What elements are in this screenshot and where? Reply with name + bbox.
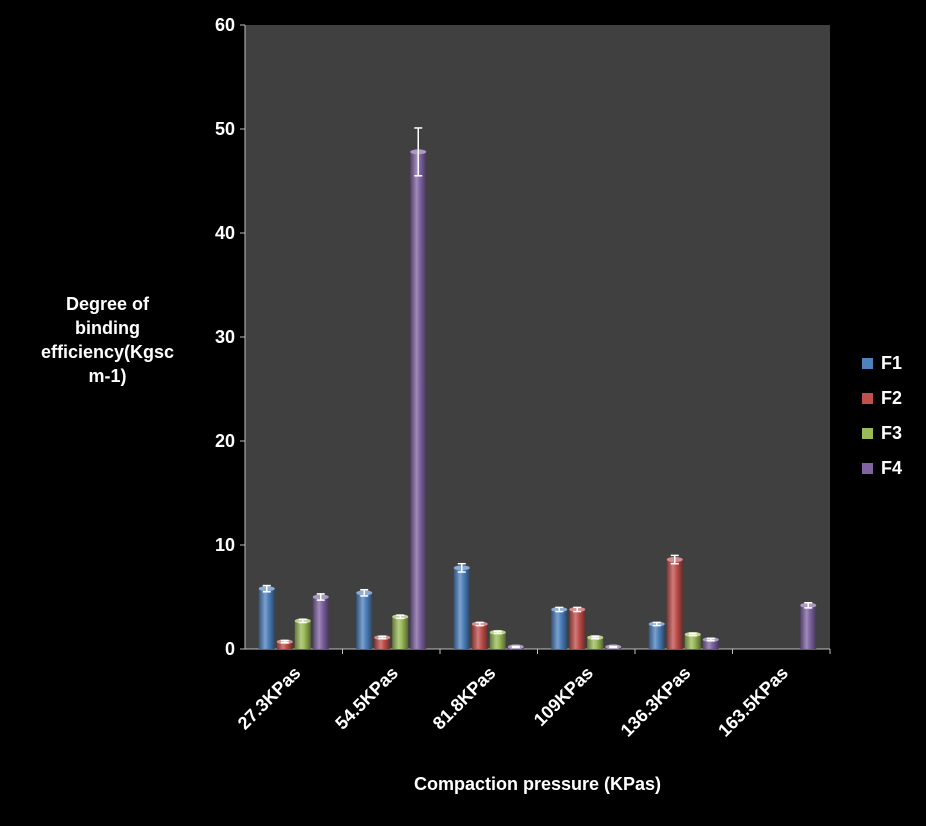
legend-label-f1: F1 (881, 353, 903, 373)
plot-area (245, 25, 830, 649)
y-axis-label-line: Degree of (65, 294, 150, 314)
legend-label-f3: F3 (881, 423, 903, 443)
legend-swatch-f3 (862, 428, 873, 439)
x-tick-label: 109KPas (530, 663, 597, 730)
y-axis-label-line: m-1) (88, 366, 127, 386)
y-tick-label: 20 (215, 431, 235, 451)
bar-f2 (569, 609, 586, 649)
y-tick-label: 50 (215, 119, 235, 139)
legend: F1 F2 F3 F4 (862, 346, 902, 486)
y-tick-label: 40 (215, 223, 235, 243)
bar-f1 (258, 588, 275, 649)
x-tick-label: 136.3KPas (617, 663, 695, 741)
x-tick-label: 81.8KPas (429, 663, 500, 734)
legend-swatch-f1 (862, 358, 873, 369)
legend-swatch-f4 (862, 463, 873, 474)
x-tick-label: 27.3KPas (234, 663, 305, 734)
legend-item-f4: F4 (862, 451, 902, 486)
bar-f1 (453, 567, 470, 649)
legend-swatch-f2 (862, 393, 873, 404)
x-tick-label: 54.5KPas (331, 663, 402, 734)
legend-label-f2: F2 (881, 388, 903, 408)
bar-f3 (294, 620, 311, 649)
bar-f2 (276, 641, 293, 649)
x-axis-label: Compaction pressure (KPas) (413, 774, 662, 794)
y-tick-label: 10 (215, 535, 235, 555)
legend-item-f1: F1 (862, 346, 902, 381)
bar-f2 (666, 559, 683, 649)
bar-f3 (392, 616, 409, 649)
legend-item-f2: F2 (862, 381, 902, 416)
bar-f3 (684, 634, 701, 649)
bar-f4 (800, 605, 817, 649)
y-tick-label: 0 (225, 639, 235, 659)
bar-f3 (489, 632, 506, 649)
bar-f2 (471, 624, 488, 649)
bar-f4 (312, 597, 329, 649)
bar-f4 (410, 151, 427, 649)
bar-f1 (356, 592, 373, 649)
y-axis-label-line: binding (75, 318, 140, 338)
bar-f3 (587, 637, 604, 649)
legend-label-f4: F4 (881, 458, 903, 478)
bar-f1 (551, 609, 568, 649)
bar-f2 (374, 637, 391, 649)
y-axis-label-line: efficiency(Kgsc (40, 342, 175, 362)
bar-f1 (648, 624, 665, 649)
x-tick-label: 163.5KPas (714, 663, 792, 741)
y-tick-label: 60 (215, 15, 235, 35)
y-tick-label: 30 (215, 327, 235, 347)
bar-f4 (702, 639, 719, 649)
legend-item-f3: F3 (862, 416, 902, 451)
y-axis-label: Degree of binding efficiency(Kgsc m-1) (20, 292, 195, 388)
